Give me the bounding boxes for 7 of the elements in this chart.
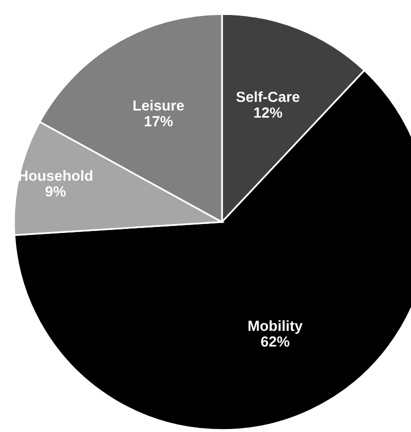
slice-label: Mobility <box>248 320 303 334</box>
data-label: 12% <box>254 107 282 118</box>
slice-label: Self-Care <box>236 91 300 102</box>
data-label: 9% <box>46 186 66 197</box>
data-label: 17% <box>144 116 173 126</box>
slice-label: Leisure <box>134 100 184 111</box>
data-label: 62% <box>261 336 290 347</box>
